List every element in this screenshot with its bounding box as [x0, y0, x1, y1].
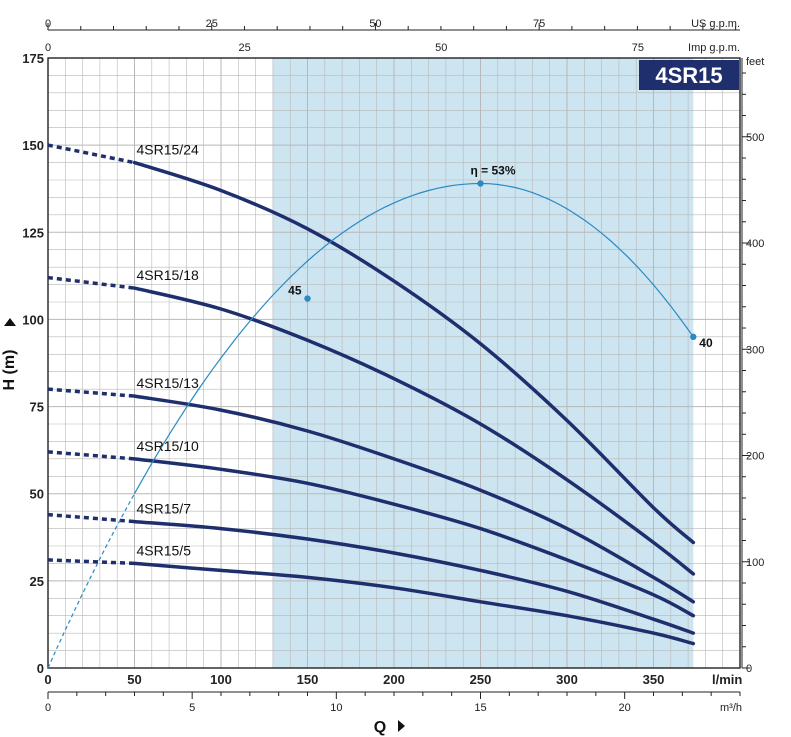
x-tick-label: 150	[297, 672, 319, 687]
x-tick-label: 100	[210, 672, 232, 687]
efficiency-point-label: 40	[699, 336, 713, 350]
curve-dotted-start	[47, 143, 135, 165]
x-axis-title: Q	[374, 719, 386, 736]
efficiency-point	[304, 295, 311, 302]
efficiency-point	[690, 333, 697, 341]
imp-gpm-tick-label: 0	[45, 42, 51, 54]
efficiency-point	[477, 180, 484, 187]
m3h-tick-label: 15	[474, 702, 486, 714]
curve-dotted-start	[47, 512, 135, 524]
feet-tick-label: 500	[746, 132, 764, 144]
imp-gpm-tick-label: 25	[238, 42, 250, 54]
curve-label: 4SR15/24	[137, 142, 199, 158]
efficiency-curve-right	[480, 182, 694, 338]
pump-curve-line	[132, 160, 696, 545]
pump-curve-line	[132, 519, 696, 635]
us-gpm-tick-label: 25	[206, 18, 218, 30]
chart-title: 4SR15	[655, 63, 722, 88]
curve-label: 4SR15/18	[137, 267, 199, 283]
x-tick-label: 350	[643, 672, 665, 687]
m3h-tick-label: 5	[189, 702, 195, 714]
x-axis-arrow-icon	[398, 720, 405, 732]
imp-gpm-tick-label: 50	[435, 42, 447, 54]
model-badge-box	[639, 60, 739, 90]
curve-dotted-start	[47, 450, 135, 461]
y-tick-label: 125	[22, 225, 44, 240]
y-tick-label: 175	[22, 51, 44, 66]
curve-dotted-start	[47, 275, 135, 290]
efficiency-curve-left	[133, 182, 481, 494]
pump-curve-line	[132, 394, 696, 604]
feet-tick-label: 300	[746, 344, 764, 356]
y-tick-label: 50	[30, 487, 44, 502]
us-gpm-tick-label: 50	[369, 18, 381, 30]
m3h-unit-label: m³/h	[720, 702, 742, 714]
y-tick-label: 100	[22, 312, 44, 327]
m3h-tick-label: 0	[45, 702, 51, 714]
curve-label: 4SR15/13	[137, 375, 199, 391]
curve-label: 4SR15/7	[137, 501, 192, 517]
feet-tick-label: 200	[746, 451, 764, 463]
y-axis-arrow-icon	[4, 318, 16, 326]
y-tick-label: 75	[30, 400, 44, 415]
pump-curve-line	[132, 561, 696, 646]
x-tick-label: 300	[556, 672, 578, 687]
feet-tick-label: 400	[746, 238, 764, 250]
us-gpm-unit-label: US g.p.m.	[691, 18, 740, 30]
y-tick-label: 0	[37, 661, 44, 676]
curve-label: 4SR15/10	[137, 438, 199, 454]
imp-gpm-tick-label: 75	[632, 42, 644, 54]
x-tick-label: 0	[44, 672, 51, 687]
recommended-range-band	[272, 58, 694, 668]
feet-tick-label: 100	[746, 557, 764, 569]
x-tick-label: 250	[470, 672, 492, 687]
curve-label: 4SR15/5	[137, 542, 192, 558]
efficiency-curve-dashed	[47, 493, 136, 669]
us-gpm-tick-label: 75	[533, 18, 545, 30]
x-tick-label: 200	[383, 672, 405, 687]
curve-dotted-start	[47, 387, 135, 398]
y-axis-title: H (m)	[1, 350, 18, 391]
efficiency-peak-label: η = 53%	[471, 163, 516, 177]
imp-gpm-unit-label: Imp g.p.m.	[688, 42, 740, 54]
model-badge: 4SR15	[639, 60, 739, 90]
efficiency-point-label: 45	[288, 284, 302, 298]
plot-frame	[47, 57, 741, 669]
x-tick-label: 50	[127, 672, 141, 687]
y-tick-label: 150	[22, 138, 44, 153]
m3h-tick-label: 10	[330, 702, 342, 714]
pump-curve-line	[132, 286, 696, 576]
m3h-tick-label: 20	[619, 702, 631, 714]
y-tick-label: 25	[30, 574, 44, 589]
feet-tick-label: 0	[746, 663, 752, 675]
pump-curve-line	[132, 457, 696, 618]
feet-unit-label: feet	[746, 56, 764, 68]
us-gpm-tick-label: 0	[45, 18, 51, 30]
x-unit-label: l/min	[712, 672, 742, 687]
